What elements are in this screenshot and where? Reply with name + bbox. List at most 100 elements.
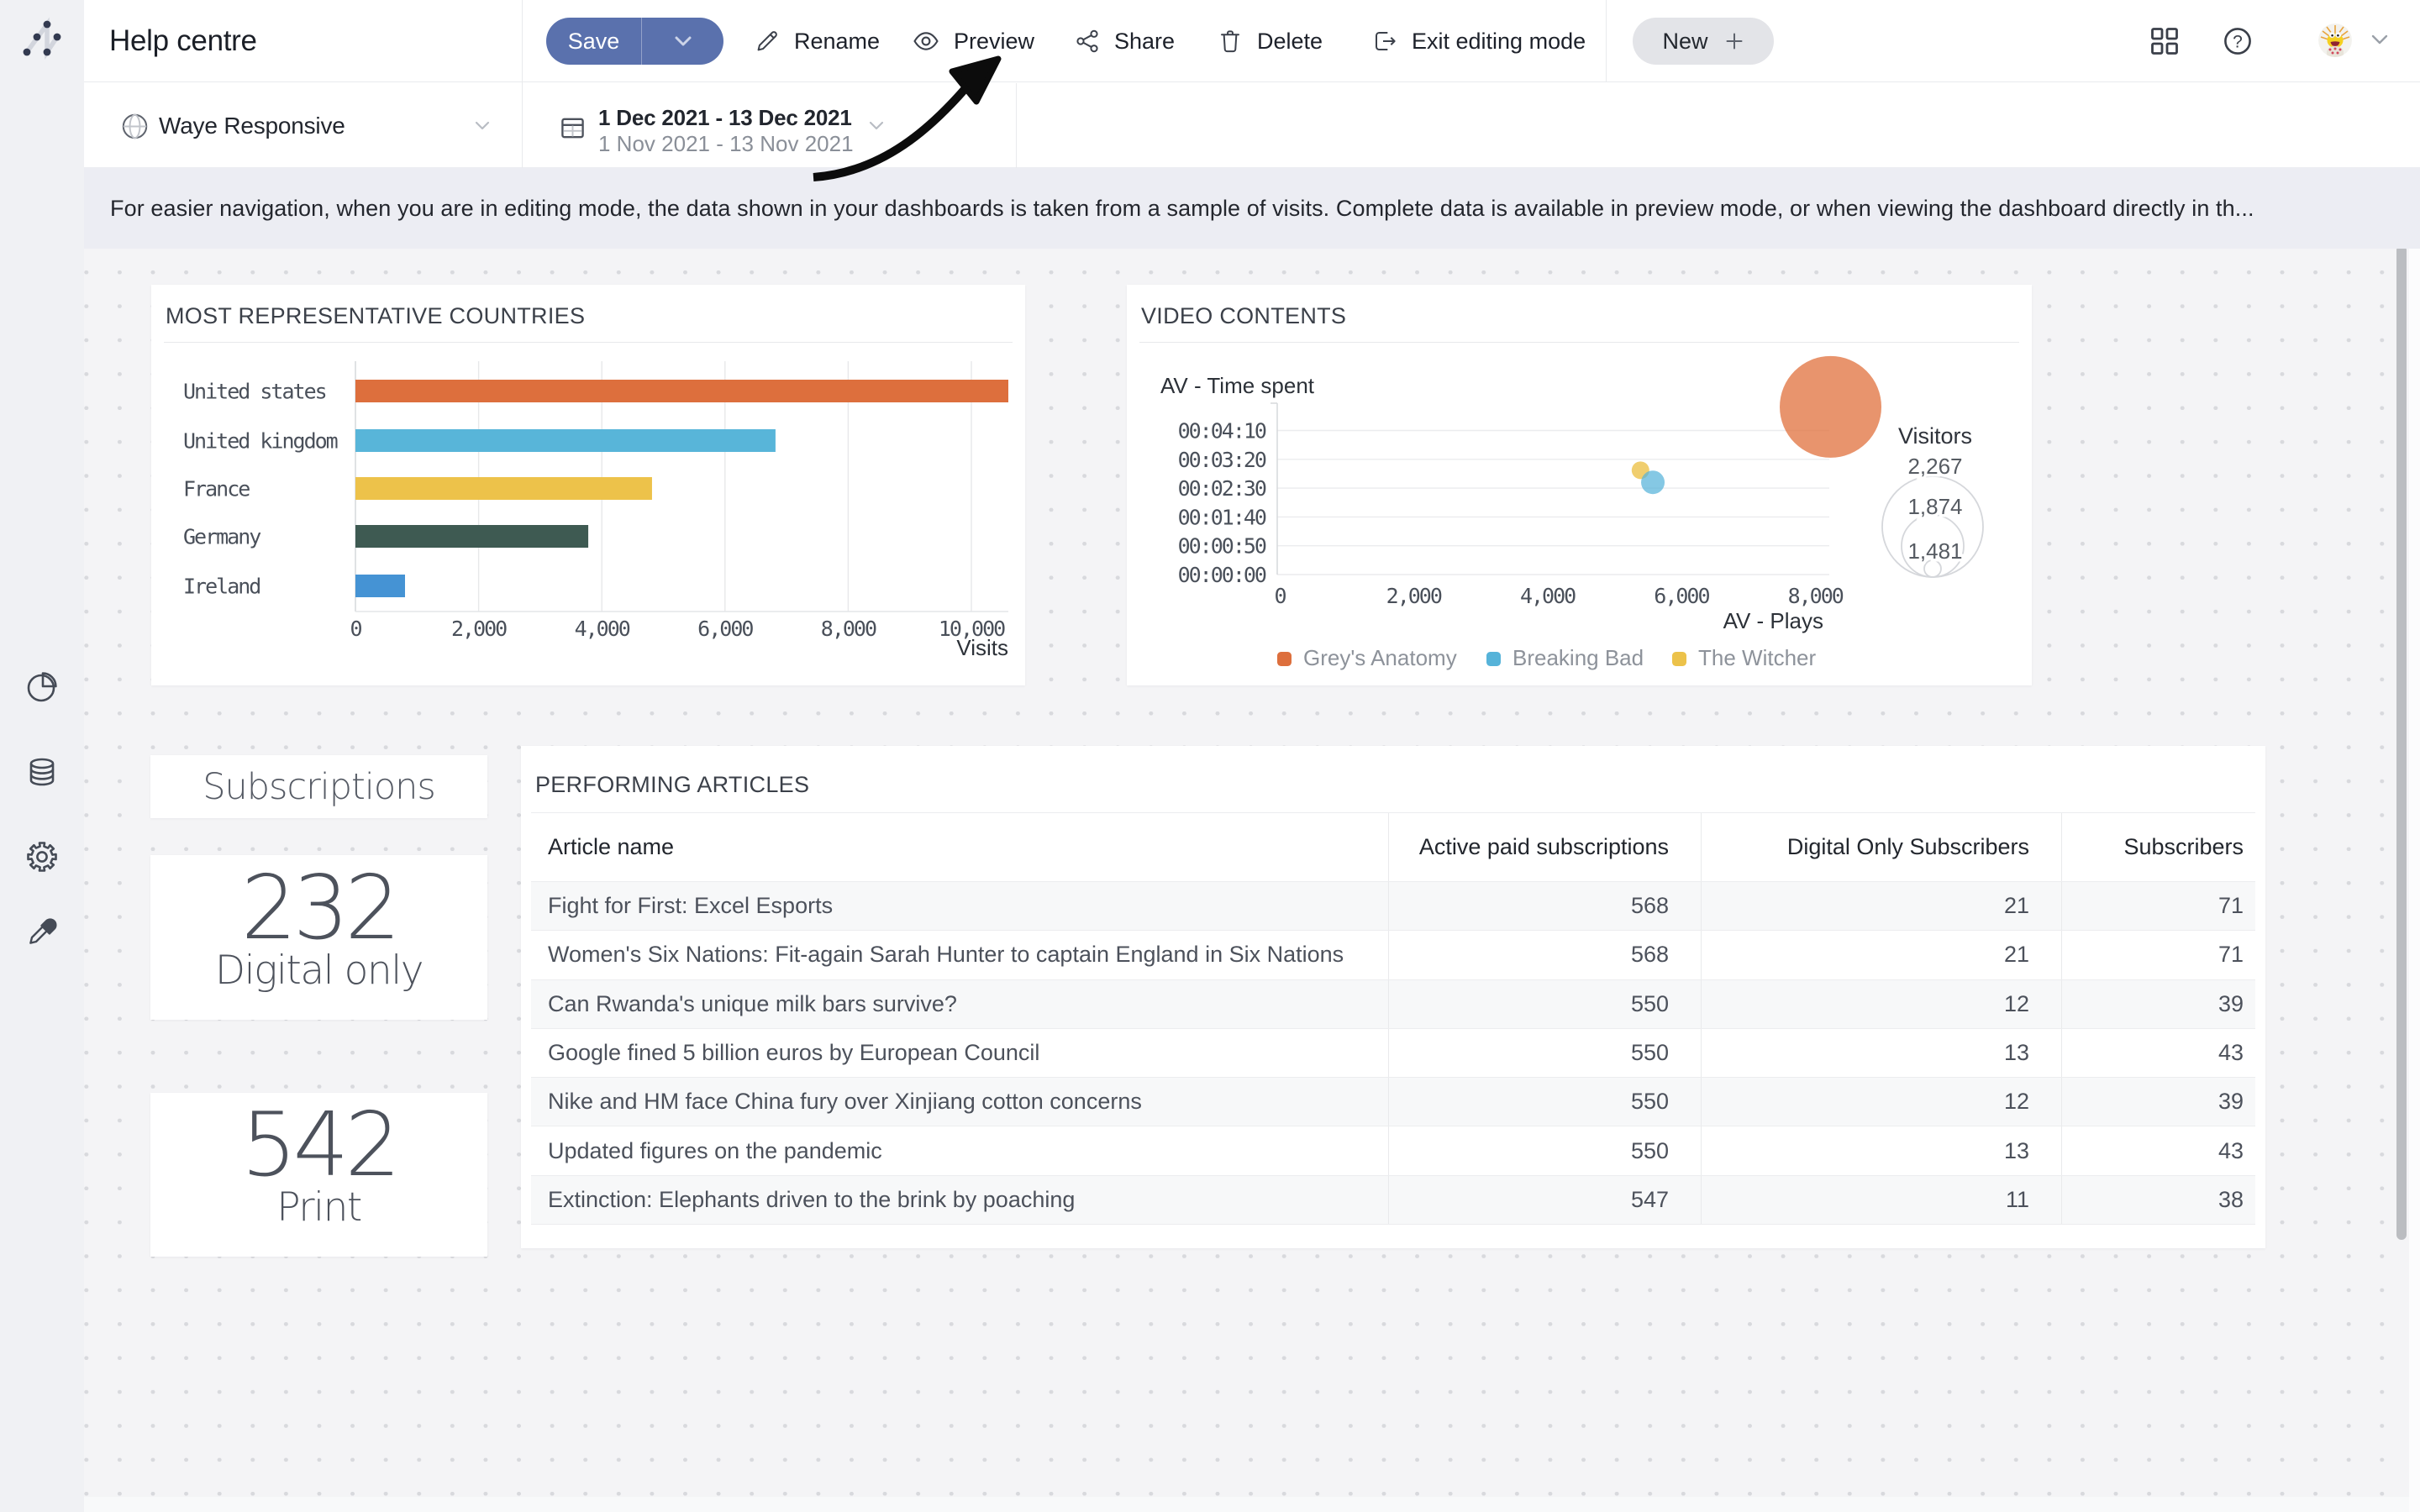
svg-text:United kingdom: United kingdom (183, 429, 338, 454)
svg-text:8,000: 8,000 (1788, 584, 1844, 608)
gear-icon (27, 842, 57, 872)
date-range-selector[interactable]: 1 Dec 2021 - 13 Dec 2021 1 Nov 2021 - 13… (522, 83, 1016, 168)
table-row[interactable]: Updated figures on the pandemic 550 13 43 (531, 1126, 2255, 1176)
scrollbar-thumb[interactable] (2396, 245, 2407, 1240)
kpi-value: 232 (240, 856, 401, 959)
table-row[interactable]: Extinction: Elephants driven to the brin… (531, 1175, 2255, 1226)
grid-icon (2151, 28, 2178, 55)
eyedropper-icon (29, 918, 57, 944)
user-menu-chevron[interactable] (2370, 34, 2403, 50)
table-cell: 39 (2061, 979, 2255, 1028)
table-cell: 568 (1388, 931, 1701, 979)
save-button-label: Save (567, 28, 620, 54)
sidebar-item-data[interactable] (25, 755, 59, 789)
svg-text:00:02:30: 00:02:30 (1178, 476, 1266, 501)
dashboard-canvas: MOST REPRESENTATIVE COUNTRIES 0 2,000 4,00… (84, 245, 2420, 1512)
svg-text:00:00:00: 00:00:00 (1178, 563, 1266, 587)
svg-text:Visitors: Visitors (1898, 423, 1972, 449)
widget-kpi-digital-only[interactable]: 232 Digital only (150, 855, 487, 1020)
table-row[interactable]: Can Rwanda's unique milk bars survive? 55… (531, 979, 2255, 1029)
table-cell: 11 (1701, 1175, 2061, 1225)
table-row[interactable]: Google fined 5 billion euros by European… (531, 1028, 2255, 1079)
dashboards-grid-button[interactable] (2148, 24, 2181, 58)
svg-text:1,481: 1,481 (1907, 538, 1962, 564)
save-button[interactable]: Save (546, 18, 723, 65)
widget-most-representative-countries[interactable]: MOST REPRESENTATIVE COUNTRIES 0 2,000 4,00… (151, 285, 1025, 685)
bubble-chart: AV - Time spent 00:00:00 00:00:50 00:01:40 0… (1160, 355, 1984, 670)
sidebar-item-settings[interactable] (25, 840, 59, 874)
table-cell: 43 (2061, 1126, 2255, 1175)
table-cell: 12 (1701, 1078, 2061, 1126)
table-cell: 550 (1388, 979, 1701, 1028)
svg-text:00:01:40: 00:01:40 (1178, 505, 1266, 529)
site-selector[interactable]: Waye Responsive (84, 83, 522, 168)
svg-text:00:04:10: 00:04:10 (1178, 419, 1266, 444)
new-dashboard-button[interactable]: New (1633, 18, 1774, 65)
help-button[interactable]: ? (2221, 24, 2254, 58)
user-avatar[interactable] (2318, 24, 2352, 57)
table-cell: Fight for First: Excel Esports (548, 893, 834, 919)
divider (164, 342, 1013, 343)
svg-text:?: ? (2233, 33, 2243, 52)
widget-performing-articles[interactable]: PERFORMING ARTICLES Article name Active p… (521, 746, 2265, 1248)
pie-chart-icon (27, 672, 57, 702)
table-cell: 13 (1701, 1028, 2061, 1078)
divider (1139, 342, 2019, 343)
table-cell: 21 (1701, 931, 2061, 979)
svg-text:AV - Plays: AV - Plays (1723, 608, 1823, 633)
widget-video-contents[interactable]: VIDEO CONTENTS AV - Time spent 00:00:00 00… (1127, 285, 2032, 685)
svg-text:00:03:20: 00:03:20 (1178, 448, 1266, 472)
editing-mode-banner: For easier navigation, when you are in e… (84, 168, 2420, 249)
table-cell: 568 (1388, 882, 1701, 931)
sidebar-item-customize[interactable] (25, 916, 59, 950)
app-logo (23, 17, 61, 60)
subscriptions-title: Subscriptions (203, 765, 436, 808)
svg-text:6,000: 6,000 (697, 617, 753, 641)
table-cell: Updated figures on the pandemic (548, 1137, 882, 1163)
table-row[interactable]: Women's Six Nations: Fit-again Sarah Hun… (531, 931, 2255, 980)
save-split-divider (641, 18, 642, 65)
table-cell: 12 (1701, 979, 2061, 1028)
table-cell: 71 (2061, 882, 2255, 931)
chevron-down-icon (869, 121, 884, 130)
widget-kpi-print[interactable]: 542 Print (150, 1093, 487, 1257)
svg-text:Ireland: Ireland (183, 575, 260, 599)
table-row[interactable]: Nike and HM face China fury over Xinjian… (531, 1078, 2255, 1127)
svg-text:Visits: Visits (956, 635, 1008, 660)
exit-editing-button[interactable]: Exit editing mode (1371, 0, 1586, 82)
svg-text:United states: United states (183, 380, 326, 404)
svg-text:Breaking Bad: Breaking Bad (1512, 645, 1644, 670)
svg-text:4,000: 4,000 (1520, 584, 1576, 608)
widget-subscriptions-title[interactable]: Subscriptions (150, 755, 487, 818)
svg-text:4,000: 4,000 (575, 617, 630, 641)
svg-text:Grey's Anatomy: Grey's Anatomy (1303, 645, 1457, 670)
share-button[interactable]: Share (1074, 0, 1175, 82)
table-cell: 13 (1701, 1126, 2061, 1175)
table-cell: Extinction: Elephants driven to the brin… (548, 1186, 1076, 1212)
globe-icon (122, 113, 148, 139)
scrollbar-track[interactable] (2409, 249, 2420, 1512)
svg-text:6,000: 6,000 (1654, 584, 1709, 608)
column-header: Article name (548, 834, 675, 859)
table-cell: 547 (1388, 1175, 1701, 1225)
preview-button[interactable]: Preview (912, 0, 1034, 82)
svg-text:2,000: 2,000 (1386, 584, 1442, 608)
table-row[interactable]: Fight for First: Excel Esports 568 21 71 (531, 882, 2255, 932)
filters-row: Waye Responsive 1 Dec 2021 - 13 Dec 2021… (84, 83, 2420, 168)
svg-text:8,000: 8,000 (821, 617, 876, 641)
widget-title: MOST REPRESENTATIVE COUNTRIES (166, 303, 586, 328)
header-row: Help centre Save Rename Preview (84, 0, 2420, 82)
date-range-primary: 1 Dec 2021 - 13 Dec 2021 (598, 105, 852, 130)
delete-button[interactable]: Delete (1217, 0, 1323, 82)
svg-text:00:00:50: 00:00:50 (1178, 534, 1266, 559)
save-dropdown[interactable] (642, 35, 723, 47)
svg-text:Germany: Germany (183, 525, 261, 549)
avatar-image (2318, 24, 2352, 57)
widget-title: VIDEO CONTENTS (1141, 303, 1347, 328)
calendar-icon (561, 118, 584, 139)
sidebar-item-analyze[interactable] (25, 670, 59, 704)
table-header-row: Article name Active paid subscriptions Dig… (531, 813, 2255, 882)
rename-button[interactable]: Rename (754, 0, 880, 82)
table-cell: 71 (2061, 931, 2255, 979)
table-cell: 43 (2061, 1028, 2255, 1078)
